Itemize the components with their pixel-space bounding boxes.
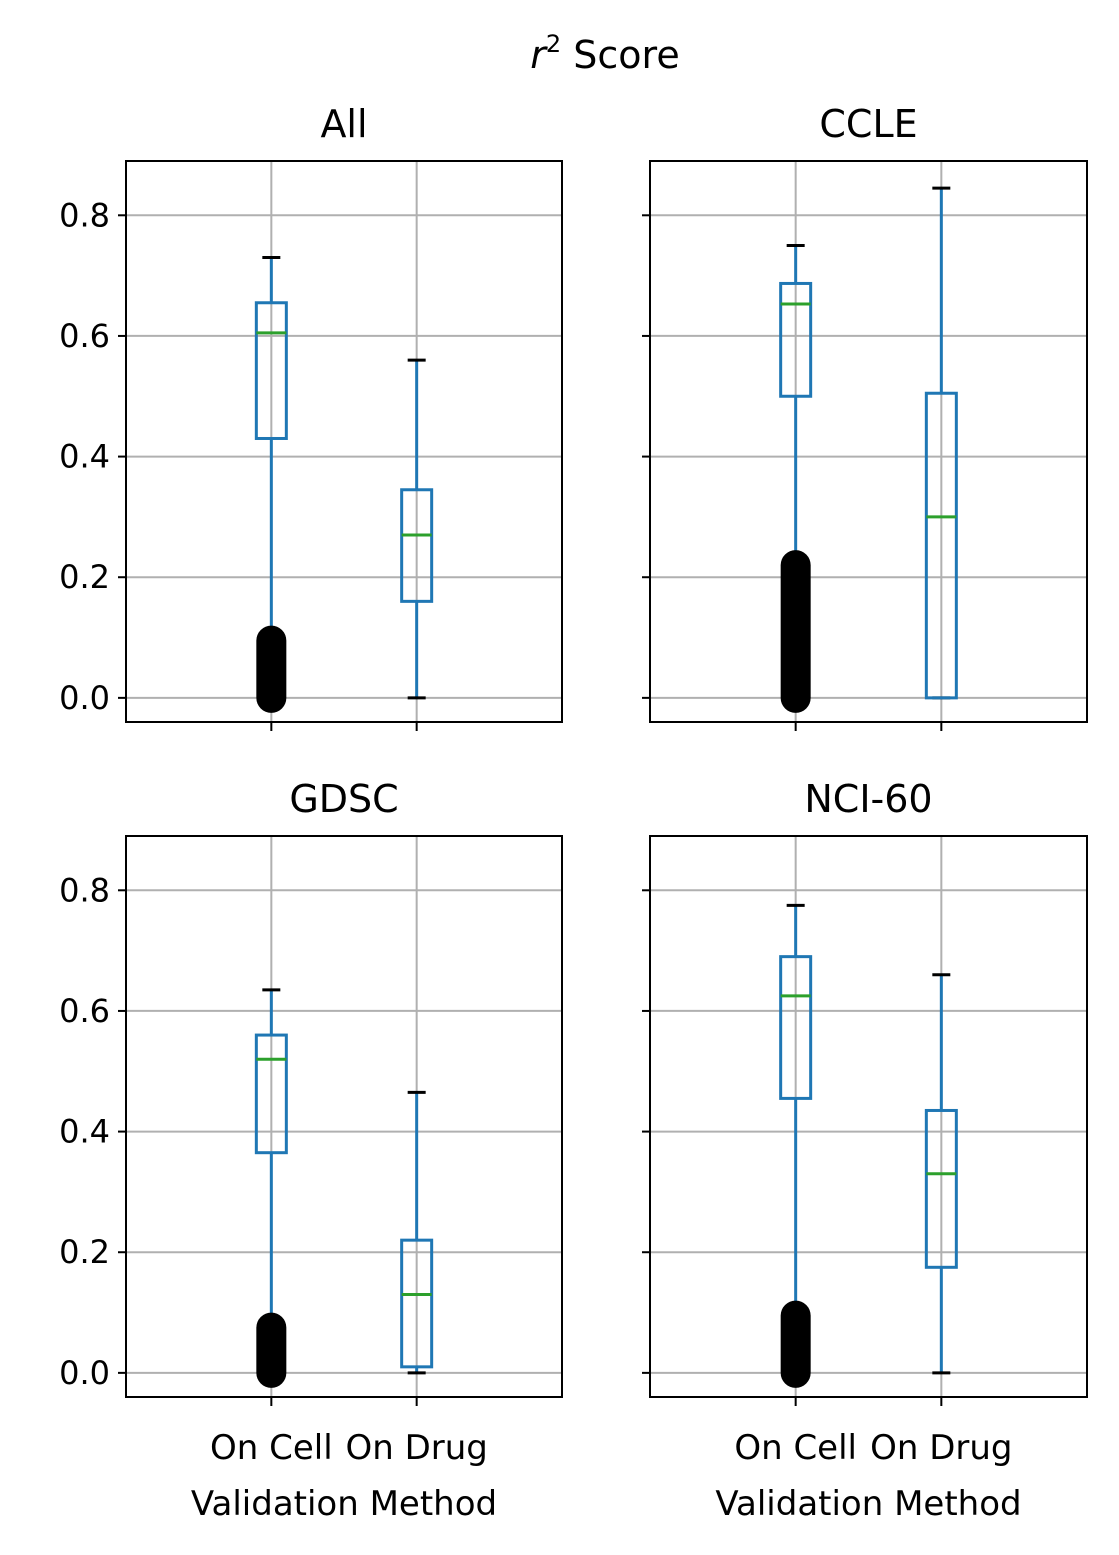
subplot-title: GDSC xyxy=(289,777,398,821)
box-on-cell xyxy=(254,988,288,1388)
box-iqr xyxy=(254,301,288,440)
subplot-gdsc: GDSC 0.0 0.2 0.4 0.6 0.8 On Cell On Drug Validat… xyxy=(59,777,563,1524)
x-tick-label: On Drug xyxy=(345,1428,487,1468)
y-tick-label: 0.0 xyxy=(59,1354,110,1392)
x-tick-label: On Cell xyxy=(210,1428,333,1468)
axes-frame xyxy=(649,835,1088,1398)
figure-title-variable: r xyxy=(530,33,548,77)
box-iqr xyxy=(924,391,958,700)
figure-title-rest: Score xyxy=(561,33,680,77)
y-tick-label: 0.4 xyxy=(59,438,110,476)
y-tick-label: 0.6 xyxy=(59,317,110,355)
y-tick-label: 0.4 xyxy=(59,1113,110,1151)
y-tick-label: 0.8 xyxy=(59,871,110,909)
axes-frame xyxy=(125,835,563,1398)
box-iqr xyxy=(924,1108,958,1269)
box-on-cell xyxy=(254,256,288,713)
box-iqr xyxy=(779,955,813,1100)
box-on-drug xyxy=(400,358,434,700)
subplot-title: NCI-60 xyxy=(804,777,932,821)
box-iqr xyxy=(400,1238,434,1369)
x-tick-label: On Cell xyxy=(734,1428,857,1468)
y-tick-label: 0.2 xyxy=(59,1233,110,1271)
box-iqr xyxy=(254,1033,288,1155)
subplots: All 0.0 0.2 0.4 0.6 0.8 CCLE GDSC 0.0 0.2 0.4 0.6 0.… xyxy=(59,102,1088,1524)
box-iqr xyxy=(400,488,434,603)
subplot-title: CCLE xyxy=(819,102,917,146)
box-on-cell xyxy=(779,903,813,1388)
box-on-drug xyxy=(924,186,958,700)
y-tick-label: 0.6 xyxy=(59,992,110,1030)
box-on-drug xyxy=(924,973,958,1375)
box-on-drug xyxy=(400,1090,434,1375)
axes-frame xyxy=(649,160,1088,723)
box-iqr xyxy=(779,281,813,398)
x-axis-label: Validation Method xyxy=(715,1484,1021,1524)
subplot-title: All xyxy=(320,102,367,146)
subplot-ccle: CCLE xyxy=(642,102,1088,731)
y-tick-label: 0.2 xyxy=(59,558,110,596)
y-tick-label: 0.0 xyxy=(59,679,110,717)
figure-title-exponent: 2 xyxy=(546,30,561,58)
x-axis-label: Validation Method xyxy=(191,1484,497,1524)
box-on-cell xyxy=(779,243,813,713)
x-tick-label: On Drug xyxy=(870,1428,1012,1468)
figure-title: r2 Score xyxy=(530,30,679,77)
y-tick-label: 0.8 xyxy=(59,196,110,234)
subplot-all: All 0.0 0.2 0.4 0.6 0.8 xyxy=(59,102,563,731)
subplot-nci-60: NCI-60 On Cell On Drug Validation Method xyxy=(642,777,1088,1524)
axes-frame xyxy=(125,160,563,723)
